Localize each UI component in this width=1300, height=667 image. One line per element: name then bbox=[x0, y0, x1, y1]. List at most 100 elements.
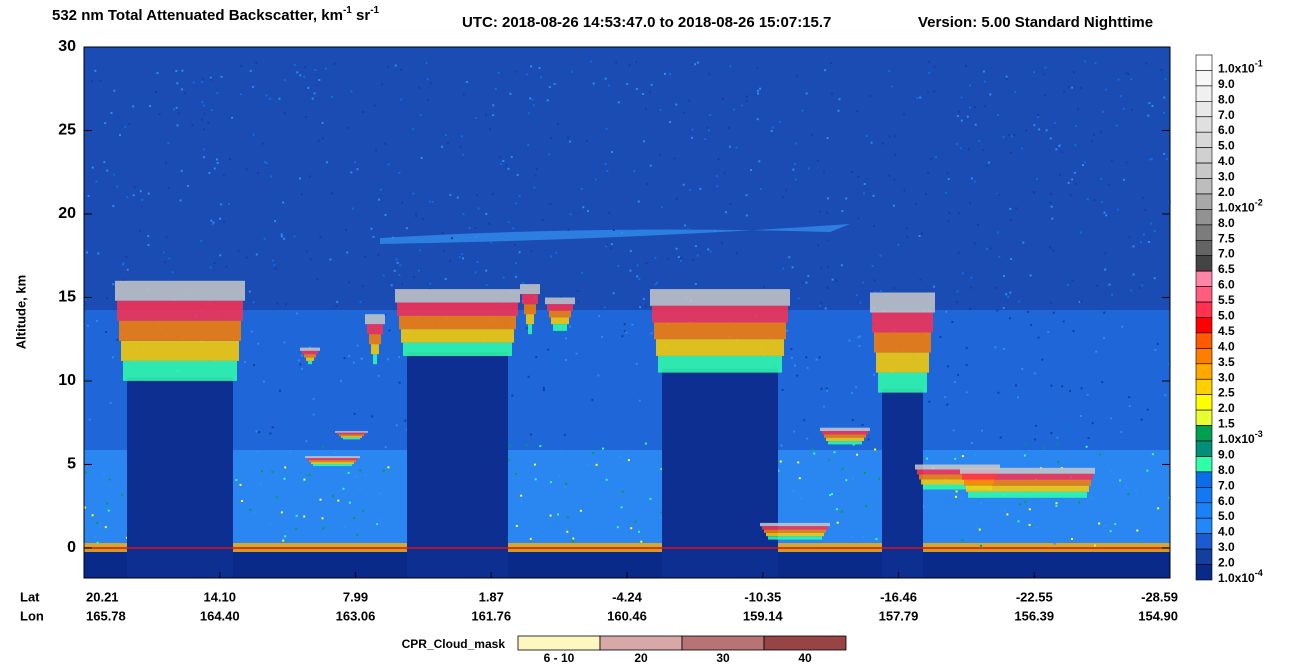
speckle bbox=[781, 196, 784, 199]
attenuated-column bbox=[127, 376, 233, 578]
speckle bbox=[525, 444, 528, 447]
title-text: 532 nm Total Attenuated Backscatter, km bbox=[52, 7, 343, 24]
speckle bbox=[745, 194, 748, 197]
speckle bbox=[981, 429, 983, 432]
speckle bbox=[820, 267, 823, 270]
speckle bbox=[548, 153, 551, 156]
speckle bbox=[296, 312, 299, 315]
cloud-layer bbox=[966, 485, 1089, 492]
speckle bbox=[682, 111, 685, 114]
speckle bbox=[382, 469, 385, 472]
speckle bbox=[1028, 508, 1031, 511]
speckle bbox=[303, 515, 306, 518]
speckle bbox=[720, 242, 723, 245]
speckle bbox=[1103, 395, 1105, 398]
speckle bbox=[587, 210, 590, 213]
speckle bbox=[863, 192, 865, 195]
speckle bbox=[278, 97, 281, 100]
speckle bbox=[191, 124, 194, 127]
speckle bbox=[947, 219, 950, 222]
speckle bbox=[319, 235, 322, 238]
speckle bbox=[162, 251, 165, 254]
title-sup: -1 bbox=[370, 5, 379, 16]
speckle bbox=[944, 396, 947, 399]
speckle bbox=[863, 183, 866, 185]
speckle bbox=[348, 281, 351, 284]
colorbar-swatch bbox=[1195, 363, 1213, 380]
speckle bbox=[858, 344, 861, 347]
cloud-mask-swatch bbox=[599, 635, 683, 651]
speckle bbox=[825, 387, 828, 390]
speckle bbox=[965, 391, 968, 394]
speckle bbox=[1002, 306, 1005, 309]
speckle bbox=[1086, 198, 1089, 201]
cloud-layer bbox=[308, 360, 312, 365]
speckle bbox=[602, 447, 604, 450]
speckle bbox=[301, 367, 304, 370]
speckle bbox=[304, 66, 307, 69]
speckle bbox=[534, 478, 537, 481]
speckle bbox=[792, 168, 795, 171]
speckle bbox=[1077, 108, 1080, 111]
speckle bbox=[794, 178, 797, 181]
speckle bbox=[997, 114, 999, 117]
speckle bbox=[1103, 211, 1106, 214]
speckle bbox=[637, 200, 640, 203]
cloud-layer bbox=[872, 312, 933, 333]
speckle bbox=[973, 180, 976, 183]
cloud-layer bbox=[547, 304, 573, 311]
speckle bbox=[858, 335, 861, 338]
speckle bbox=[641, 93, 644, 95]
speckle bbox=[869, 94, 872, 97]
speckle bbox=[332, 427, 335, 430]
cloud-layer bbox=[921, 479, 994, 485]
speckle bbox=[441, 231, 444, 234]
speckle bbox=[1014, 90, 1017, 93]
speckle bbox=[1033, 124, 1036, 127]
cloud-layer bbox=[395, 289, 520, 303]
speckle bbox=[258, 431, 260, 434]
cloud-layer bbox=[658, 355, 782, 373]
speckle bbox=[318, 79, 321, 81]
speckle bbox=[1073, 71, 1075, 74]
speckle bbox=[299, 74, 302, 77]
speckle bbox=[1148, 241, 1151, 243]
speckle bbox=[845, 197, 848, 200]
speckle bbox=[1103, 336, 1105, 339]
speckle bbox=[716, 185, 719, 188]
curtain bbox=[84, 47, 1171, 578]
speckle bbox=[220, 203, 223, 206]
speckle bbox=[1055, 502, 1058, 505]
speckle bbox=[133, 186, 136, 189]
speckle bbox=[490, 241, 493, 244]
speckle bbox=[401, 201, 404, 204]
speckle bbox=[660, 206, 663, 209]
speckle bbox=[582, 206, 585, 209]
colorbar-label: 6.0 bbox=[1218, 123, 1235, 137]
speckle bbox=[605, 245, 608, 248]
speckle bbox=[296, 71, 299, 74]
speckle bbox=[650, 83, 653, 86]
speckle bbox=[515, 262, 517, 264]
speckle bbox=[642, 297, 645, 300]
speckle bbox=[530, 433, 532, 436]
speckle bbox=[605, 478, 608, 481]
speckle bbox=[420, 157, 423, 160]
speckle bbox=[1080, 415, 1082, 417]
speckle bbox=[343, 526, 346, 528]
speckle bbox=[180, 169, 183, 172]
cloud-layer bbox=[339, 434, 364, 437]
speckle bbox=[604, 77, 607, 80]
colorbar-label-text: 7.0 bbox=[1218, 479, 1235, 493]
speckle bbox=[636, 275, 639, 278]
speckle bbox=[707, 248, 710, 251]
speckle bbox=[985, 164, 988, 167]
speckle bbox=[966, 115, 969, 118]
colorbar-label: 6.0 bbox=[1218, 494, 1235, 508]
speckle bbox=[759, 87, 762, 90]
speckle bbox=[283, 79, 286, 82]
cloud-layer bbox=[822, 431, 868, 435]
speckle bbox=[570, 70, 573, 73]
speckle bbox=[158, 113, 161, 116]
